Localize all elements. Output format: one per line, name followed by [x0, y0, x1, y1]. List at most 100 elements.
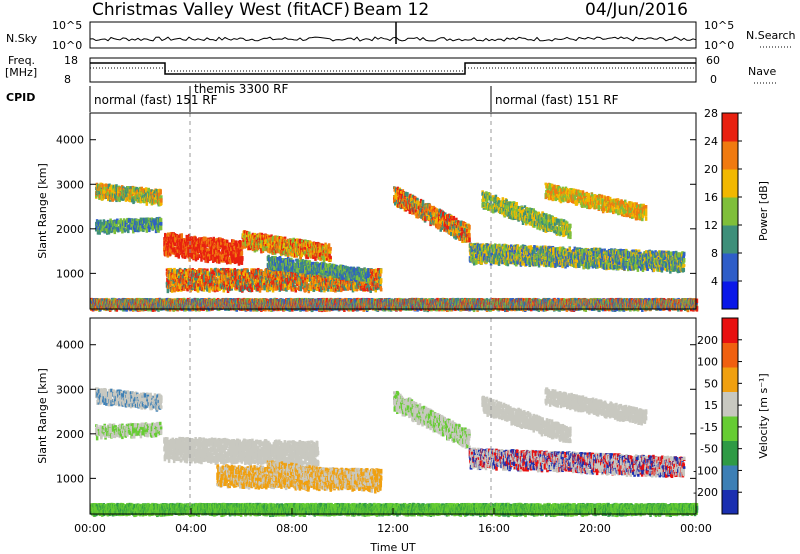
echo-cell	[147, 218, 150, 224]
echo-cell	[152, 224, 155, 230]
echo-cell	[127, 218, 131, 223]
echo-cell	[207, 238, 211, 244]
echo-cell	[169, 267, 173, 273]
freq-panel: Freq. [MHz] 18 8 60 0 Nave	[5, 54, 776, 86]
echo-cell	[118, 186, 121, 192]
echo-cell	[140, 228, 143, 232]
echo-cell	[204, 251, 207, 256]
echo-cell	[232, 281, 236, 285]
echo-cell	[187, 270, 190, 276]
echo-cell	[171, 236, 175, 241]
echo-cell	[279, 236, 283, 239]
echo-cell	[198, 278, 201, 281]
echo-cell	[220, 268, 223, 271]
echo-cell	[133, 192, 137, 196]
echo-cell	[103, 190, 107, 197]
echo-cell	[210, 245, 214, 249]
echo-cell	[210, 278, 213, 283]
echo-cell	[261, 236, 265, 241]
echo-cell	[195, 280, 199, 284]
echo-cell	[183, 287, 186, 291]
echo-cell	[205, 274, 208, 278]
echo-cell	[202, 286, 206, 292]
echo-cell	[108, 186, 112, 191]
echo-cell	[316, 249, 319, 254]
echo-cell	[325, 257, 329, 261]
echo-cell	[196, 254, 199, 260]
echo-cell	[102, 219, 106, 222]
echo-cell	[178, 286, 181, 290]
echo-cell	[191, 254, 195, 259]
echo-cell	[189, 236, 192, 241]
echo-cell	[238, 258, 242, 263]
echo-cell	[217, 272, 221, 276]
echo-cell	[241, 257, 244, 261]
echo-cell	[102, 189, 106, 194]
echo-cell	[108, 194, 111, 199]
echo-cell	[217, 246, 221, 250]
echo-cell	[219, 252, 222, 257]
echo-cell	[221, 276, 225, 281]
echo-cell	[329, 255, 332, 260]
echo-cell	[136, 189, 139, 195]
echo-cell	[148, 217, 151, 221]
echo-cell	[186, 241, 189, 246]
echo-cell	[183, 272, 186, 277]
echo-cell	[222, 253, 225, 259]
echo-cell	[199, 275, 202, 280]
echo-cell	[138, 220, 142, 226]
echo-cell	[301, 239, 304, 244]
echo-cell	[183, 255, 187, 259]
echo-cell	[216, 285, 219, 290]
echo-cell	[314, 242, 318, 245]
echo-cell	[226, 278, 229, 284]
echo-cell	[105, 225, 109, 231]
echo-cell	[117, 187, 120, 193]
mode-label-2: themis 3300 RF	[194, 82, 288, 96]
echo-cell	[270, 236, 273, 241]
echo-cell	[152, 189, 155, 193]
echo-cell	[171, 232, 174, 236]
nave-tick-bottom: 0	[710, 73, 717, 86]
echo-cell	[193, 278, 196, 284]
echo-cell	[379, 273, 382, 277]
echo-cell	[187, 282, 191, 286]
echo-cell	[242, 275, 246, 279]
echo-cell	[191, 276, 194, 281]
echo-cell	[226, 256, 230, 260]
echo-cell	[205, 278, 208, 283]
echo-cell	[168, 270, 172, 275]
echo-cell	[263, 236, 267, 242]
echo-cell	[111, 196, 114, 202]
echo-cell	[270, 234, 273, 237]
echo-cell	[98, 229, 101, 235]
echo-cell	[208, 250, 212, 255]
echo-cell	[153, 189, 157, 194]
echo-cell	[219, 287, 223, 290]
echo-cell	[310, 249, 313, 254]
echo-cell	[176, 281, 179, 287]
echo-cell	[232, 240, 236, 244]
echo-cell	[170, 250, 173, 255]
echo-cell	[248, 231, 251, 235]
echo-cell	[194, 270, 198, 275]
echo-cell	[180, 238, 184, 245]
echo-cell	[135, 218, 138, 222]
echo-cell	[171, 269, 175, 274]
echo-cell	[208, 248, 211, 252]
echo-cell	[217, 240, 220, 247]
echo-cell	[153, 222, 157, 227]
echo-cell	[242, 237, 246, 244]
echo-cell	[139, 198, 143, 204]
echo-cell	[318, 249, 321, 255]
echo-cell	[201, 243, 205, 249]
echo-cell	[193, 269, 197, 274]
echo-cell	[180, 269, 183, 273]
echo-cell	[169, 245, 173, 249]
echo-cell	[158, 192, 161, 198]
echo-cell	[105, 195, 109, 199]
echo-cell	[290, 252, 294, 256]
echo-cell	[242, 284, 246, 290]
echo-cell	[224, 275, 228, 281]
